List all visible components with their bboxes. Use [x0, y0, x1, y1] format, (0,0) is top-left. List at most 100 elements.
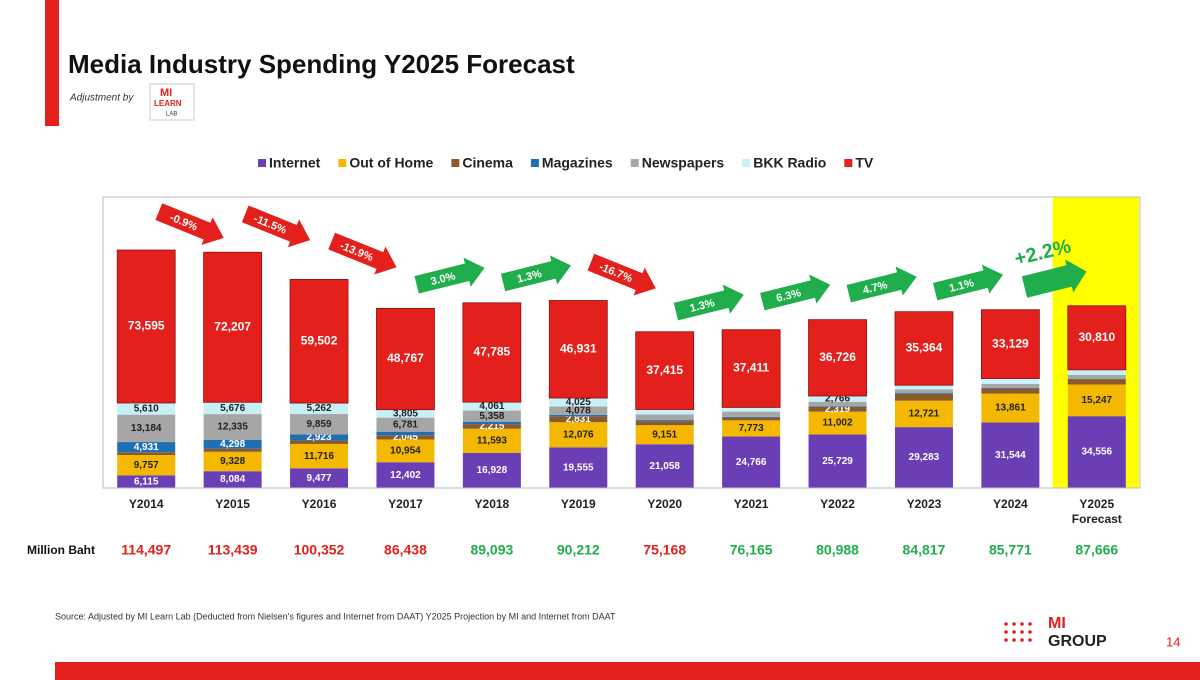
bar-segment — [549, 406, 608, 415]
bar-segment — [376, 435, 435, 440]
data-label: 9,328 — [220, 456, 245, 467]
data-label: 37,415 — [646, 363, 683, 377]
total-value: 100,352 — [294, 542, 345, 558]
change-label: 1.3% — [689, 297, 716, 315]
bar-segment — [1067, 305, 1127, 371]
arrow-shape — [414, 257, 485, 294]
data-label: 19,555 — [563, 462, 594, 473]
change-arrow: 1.1% — [932, 264, 1004, 301]
bar-segment — [721, 329, 781, 408]
total-value: 87,666 — [1075, 542, 1118, 558]
bar-segment — [894, 393, 953, 395]
data-label: 9,757 — [134, 460, 159, 471]
bar-segment — [462, 402, 521, 411]
bar-segment — [894, 389, 953, 394]
data-label: 2,766 — [825, 394, 850, 405]
arrow-shape — [587, 253, 656, 296]
bar-segment — [290, 434, 349, 441]
bar-segment — [376, 462, 435, 488]
bar-segment — [808, 406, 867, 407]
data-label: 4,931 — [134, 442, 159, 453]
bar-segment — [203, 414, 262, 440]
bar-segment — [635, 421, 694, 426]
legend-swatch — [530, 159, 539, 167]
bar-segment — [808, 319, 867, 397]
bar-segment — [290, 414, 349, 435]
bar-segment — [203, 451, 262, 472]
data-label: 24,766 — [736, 457, 767, 468]
x-tick-label: Y2016 — [301, 497, 337, 511]
x-tick-label: Y2015 — [215, 497, 250, 511]
x-tick-label: Y2020 — [647, 497, 683, 511]
bar-segment — [376, 439, 435, 463]
bar-segment — [808, 401, 867, 407]
x-tick-label: Y2017 — [388, 497, 423, 511]
change-label: 1.1% — [948, 277, 975, 295]
data-label: 47,785 — [474, 345, 511, 359]
data-label: 36,726 — [819, 350, 856, 364]
total-value: 75,168 — [643, 542, 686, 558]
data-label: 9,477 — [307, 473, 332, 484]
legend-label: TV — [855, 155, 874, 171]
x-tick-label: Y2024 — [993, 497, 1028, 511]
bar-segment — [549, 398, 608, 407]
bar-segment — [981, 378, 1040, 385]
bar-segment — [635, 414, 694, 421]
change-arrow: -11.5% — [241, 205, 311, 248]
data-label: 10,954 — [390, 445, 421, 456]
plot-frame — [102, 196, 1141, 489]
legend-label: Cinema — [462, 155, 513, 171]
data-label: 31,544 — [995, 450, 1026, 461]
arrow-shape — [673, 284, 744, 321]
bar-segment — [808, 434, 867, 488]
bar-segment — [462, 302, 522, 403]
x-tick-label: Y2021 — [733, 497, 769, 511]
bar-segment — [722, 411, 781, 417]
total-value: 113,439 — [208, 542, 258, 558]
legend-label: Magazines — [542, 155, 613, 171]
change-arrow: -13.9% — [328, 232, 397, 275]
data-label: 5,358 — [479, 411, 504, 422]
data-label: 8,084 — [220, 474, 245, 485]
data-label: 25,729 — [822, 456, 853, 467]
data-label: 13,184 — [131, 423, 162, 434]
bar-segment — [635, 444, 694, 488]
x-tick-label: Y2018 — [474, 497, 510, 511]
bar-segment — [722, 417, 781, 421]
change-label: 6.3% — [775, 287, 802, 305]
data-label: 5,676 — [220, 403, 245, 414]
data-label: 5,262 — [307, 403, 332, 414]
arrow-shape — [241, 205, 311, 248]
data-label: 7,773 — [739, 423, 764, 434]
arrow-shape — [500, 255, 571, 292]
bar-segment — [117, 402, 176, 415]
bar-segment — [980, 309, 1040, 379]
page-number: 14 — [1166, 634, 1180, 649]
data-label: 2,319 — [825, 404, 850, 415]
change-label: 3.0% — [429, 270, 456, 288]
data-label: 4,298 — [220, 439, 245, 450]
data-label: 48,767 — [387, 351, 424, 365]
change-arrow: -0.9% — [155, 203, 224, 246]
bar-segment — [462, 452, 521, 488]
bar-segment — [548, 300, 608, 399]
change-arrow: -16.7% — [587, 253, 656, 296]
bar-segment — [1067, 384, 1126, 417]
bar-segment — [116, 249, 176, 404]
x-tick-label: Y2019 — [560, 497, 596, 511]
title: Media Industry Spending Y2025 Forecast — [68, 49, 575, 79]
data-label: 34,556 — [1081, 447, 1112, 458]
bar-segment — [894, 311, 954, 386]
legend-label: Out of Home — [349, 155, 433, 171]
bar-segment — [894, 385, 953, 390]
arrow-shape — [1021, 259, 1087, 298]
total-value: 84,817 — [903, 542, 946, 558]
bar-segment — [981, 422, 1040, 488]
total-value: 89,093 — [470, 542, 513, 558]
bar-segment — [117, 442, 176, 453]
data-label: 72,207 — [214, 319, 251, 333]
bar-segment — [290, 468, 349, 488]
bar-segment — [894, 427, 953, 488]
total-value: 114,497 — [121, 542, 171, 558]
